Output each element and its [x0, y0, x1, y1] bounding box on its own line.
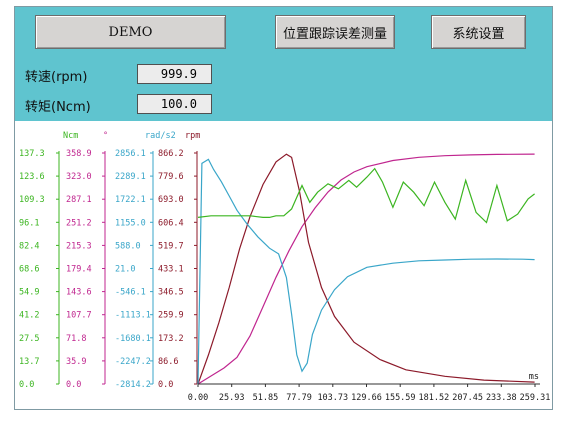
y-tick-label-1-7: 107.7 [66, 311, 92, 321]
y-tick-label-0-0: 137.3 [19, 149, 45, 159]
y-tick-label-0-8: 27.5 [19, 334, 39, 344]
y-axis-unit-2: rad/s2 [145, 131, 176, 141]
y-tick-label-0-9: 13.7 [19, 357, 39, 367]
y-tick-label-3-9: 86.6 [158, 357, 178, 367]
y-tick-label-1-0: 358.9 [66, 149, 92, 159]
series-line-2 [197, 158, 535, 385]
series-line-0 [197, 153, 535, 385]
torque-label: 转矩(Ncm) [25, 100, 91, 115]
demo-button[interactable]: DEMO [35, 15, 226, 49]
x-axis-unit: ms [529, 372, 539, 382]
y-axis-unit-0: Ncm [63, 131, 78, 141]
x-tick-label-4: 103.73 [317, 393, 348, 403]
y-tick-label-0-6: 54.9 [19, 288, 39, 298]
y-tick-label-2-6: -546.1 [115, 288, 146, 298]
y-tick-label-1-8: 71.8 [66, 334, 86, 344]
y-tick-label-2-0: 2856.1 [115, 149, 146, 159]
system-settings-button-label: 系统设置 [452, 26, 505, 42]
y-tick-label-2-3: 1155.0 [115, 218, 146, 228]
y-tick-label-3-7: 259.9 [158, 311, 184, 321]
y-tick-label-3-3: 606.4 [158, 218, 184, 228]
y-tick-label-3-6: 346.5 [158, 288, 184, 298]
x-tick-label-5: 129.66 [351, 393, 382, 403]
y-tick-label-1-5: 179.4 [66, 265, 92, 275]
y-tick-label-3-5: 433.1 [158, 265, 184, 275]
y-tick-label-3-8: 173.2 [158, 334, 184, 344]
x-tick-label-6: 155.59 [385, 393, 416, 403]
y-tick-label-2-1: 2289.1 [115, 172, 146, 182]
y-tick-label-0-3: 96.1 [19, 218, 39, 228]
y-tick-label-0-4: 82.4 [19, 241, 39, 251]
y-tick-label-0-7: 41.2 [19, 311, 39, 321]
y-tick-label-2-4: 588.0 [115, 241, 141, 251]
series-line-1 [197, 153, 535, 385]
tracking-error-button[interactable]: 位置跟踪误差测量 [275, 15, 395, 49]
x-tick-label-10: 259.31 [520, 393, 551, 403]
y-tick-label-1-4: 215.3 [66, 241, 92, 251]
y-tick-label-0-5: 68.6 [19, 265, 39, 275]
x-tick-label-9: 233.38 [486, 393, 517, 403]
x-tick-label-8: 207.45 [452, 393, 483, 403]
speed-value: 999.9 [137, 64, 212, 84]
chart: Ncm 137.3 123.6 109.3 96.1 82.4 68.6 54.9 41.2 27… [15, 121, 552, 409]
y-tick-label-2-5: 21.0 [115, 265, 135, 275]
y-tick-label-2-2: 1722.1 [115, 195, 146, 205]
x-tick-label-0: 0.00 [188, 393, 208, 403]
control-panel: DEMO 位置跟踪误差测量 系统设置 转速(rpm) 999.9 转矩(Ncm)… [15, 7, 552, 121]
y-tick-label-0-2: 109.3 [19, 195, 45, 205]
y-tick-label-2-8: -1680.1 [115, 334, 151, 344]
y-tick-label-0-10: 0.0 [19, 380, 34, 390]
x-tick-label-2: 51.85 [253, 393, 279, 403]
tracking-error-button-label: 位置跟踪误差测量 [282, 26, 387, 42]
y-tick-label-1-9: 35.9 [66, 357, 86, 367]
demo-button-label: DEMO [108, 24, 153, 40]
y-tick-label-3-4: 519.7 [158, 241, 184, 251]
y-tick-label-1-6: 143.6 [66, 288, 92, 298]
y-tick-label-1-1: 323.0 [66, 172, 92, 182]
x-tick-label-3: 77.79 [286, 393, 312, 403]
y-tick-label-1-10: 0.0 [66, 380, 81, 390]
y-tick-label-3-2: 693.0 [158, 195, 184, 205]
y-tick-label-3-10: 0.0 [158, 380, 173, 390]
x-tick-label-1: 25.93 [219, 393, 245, 403]
torque-value: 100.0 [137, 94, 212, 114]
y-axis-unit-3: rpm [185, 131, 200, 141]
y-tick-label-2-9: -2247.2 [115, 357, 151, 367]
y-tick-label-1-2: 287.1 [66, 195, 92, 205]
y-tick-label-0-1: 123.6 [19, 172, 45, 182]
y-tick-label-3-0: 866.2 [158, 149, 184, 159]
y-tick-label-3-1: 779.6 [158, 172, 184, 182]
system-settings-button[interactable]: 系统设置 [431, 15, 526, 49]
y-tick-label-1-3: 251.2 [66, 218, 92, 228]
y-tick-label-2-7: -1113.1 [115, 311, 151, 321]
x-tick-label-7: 181.52 [419, 393, 450, 403]
series-line-3 [197, 167, 535, 224]
speed-label: 转速(rpm) [25, 70, 88, 85]
y-axis-unit-1: ° [103, 131, 108, 141]
y-tick-label-2-10: -2814.2 [115, 380, 151, 390]
